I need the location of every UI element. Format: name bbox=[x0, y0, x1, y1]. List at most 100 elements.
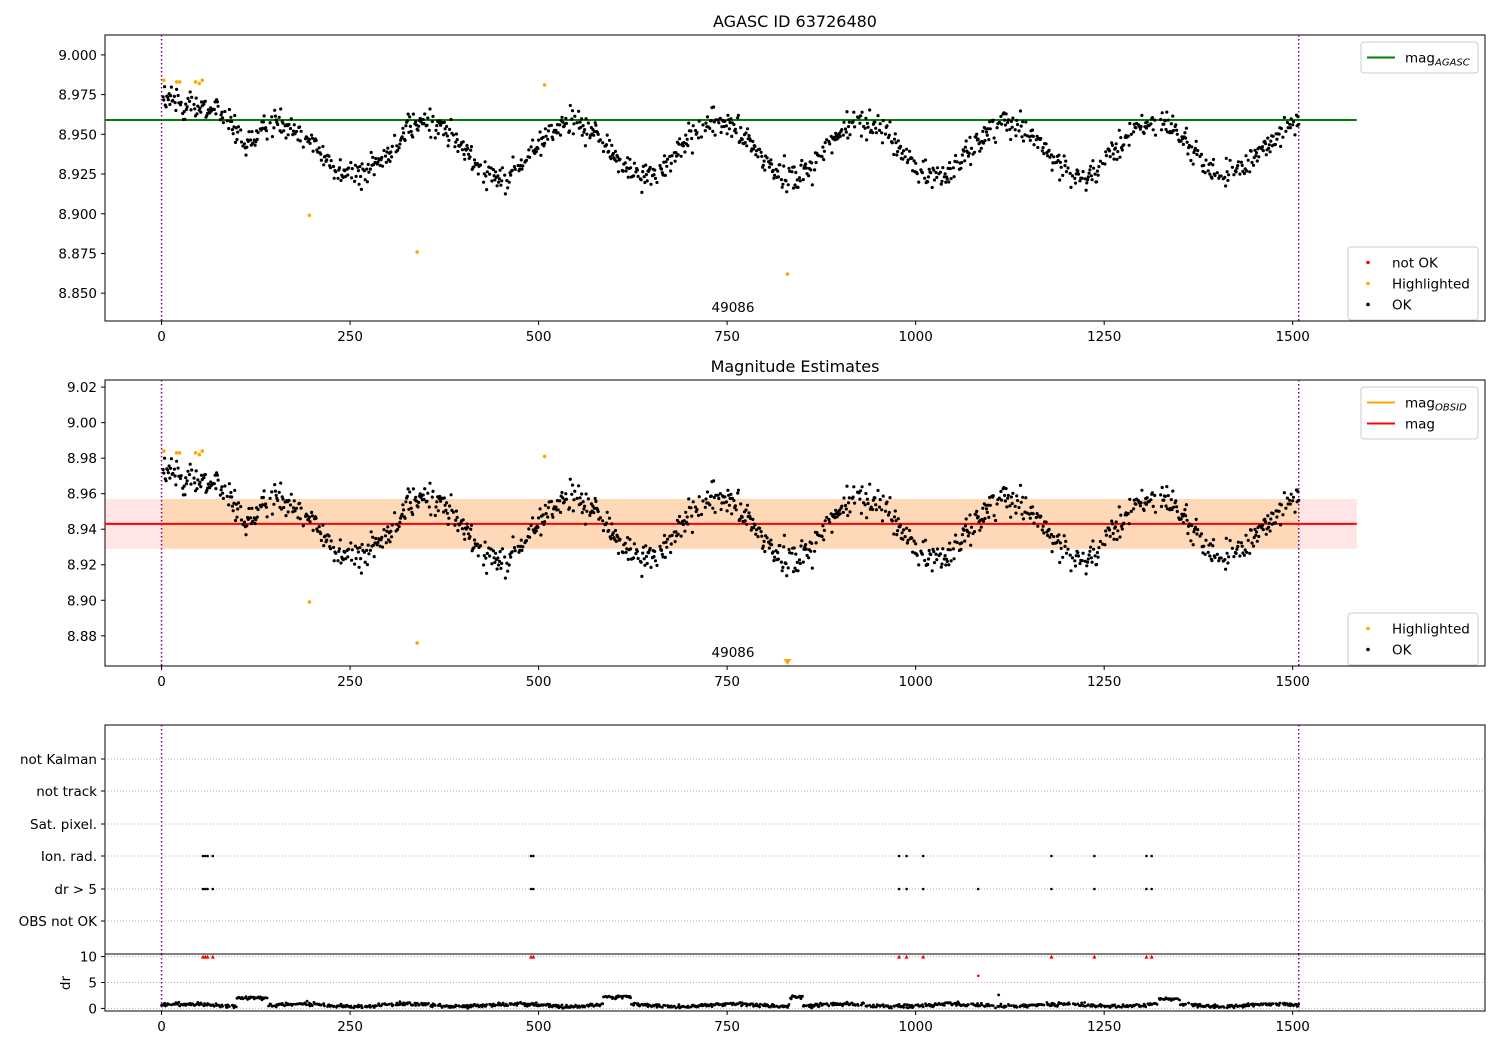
p2-ok-point bbox=[166, 468, 170, 472]
p2-ok-point bbox=[585, 509, 589, 513]
p2-ok-point bbox=[912, 539, 916, 543]
p1-ok-point bbox=[893, 132, 897, 136]
p2-ok-point bbox=[206, 482, 210, 486]
p1-ok-point bbox=[368, 167, 372, 171]
p2-ok-point bbox=[1142, 508, 1146, 512]
p1-ok-point bbox=[955, 160, 959, 164]
p1-ok-point bbox=[900, 151, 904, 155]
p2-ok-point bbox=[1203, 552, 1207, 557]
p1-ok-point bbox=[1181, 142, 1185, 146]
p2-ok-point bbox=[964, 517, 968, 521]
p2-ok-point bbox=[997, 496, 1002, 500]
p2-ok-point bbox=[573, 489, 577, 493]
p4-dr-point bbox=[305, 999, 309, 1003]
p2-ok-point bbox=[712, 479, 716, 483]
p1-ok-point bbox=[859, 134, 864, 138]
p1-highlighted-point bbox=[200, 78, 205, 83]
p1-ok-point bbox=[254, 140, 258, 144]
p1-ok-point bbox=[1021, 139, 1026, 143]
p1-ok-point bbox=[1169, 122, 1173, 126]
p1-ok-point bbox=[1206, 169, 1210, 173]
p4-dr-point bbox=[1295, 1005, 1299, 1008]
p1-ok-point bbox=[1120, 148, 1124, 152]
p1-ok-point bbox=[960, 153, 965, 157]
p2-ok-point bbox=[1035, 511, 1039, 516]
p4-xtick-label-0: 0 bbox=[157, 1019, 166, 1035]
p4-dr-point bbox=[381, 1002, 384, 1006]
p1-ok-point bbox=[442, 133, 446, 137]
p2-ok-point bbox=[366, 543, 370, 547]
p2-ok-point bbox=[538, 507, 542, 511]
p2-ok-point bbox=[1003, 493, 1007, 498]
p4-dr-point bbox=[789, 997, 793, 1001]
p1-ok-point bbox=[289, 117, 293, 121]
p2-ok-point bbox=[1184, 503, 1188, 507]
p2-ok-point bbox=[770, 543, 774, 547]
p1-ok-point bbox=[804, 166, 808, 170]
p2-ok-point bbox=[1088, 549, 1092, 553]
p1-ok-point bbox=[740, 137, 744, 141]
p2-ok-point bbox=[1181, 521, 1185, 525]
p4-dr-point bbox=[799, 997, 803, 1000]
p2-ok-point bbox=[529, 523, 533, 528]
p2-ok-point bbox=[663, 555, 667, 560]
p2-ok-point bbox=[1160, 485, 1164, 490]
p2-ok-point bbox=[561, 496, 565, 500]
p2-ok-point bbox=[353, 544, 357, 548]
p2-ok-point bbox=[319, 538, 323, 543]
p2-ok-point bbox=[917, 563, 921, 567]
p2-ok-point bbox=[1175, 505, 1179, 509]
p1-ok-point bbox=[445, 134, 449, 138]
p1-ok-point bbox=[184, 107, 188, 112]
p1-ok-point bbox=[349, 161, 353, 165]
panel-2-title: Magnitude Estimates bbox=[711, 357, 880, 376]
p1-ok-point bbox=[895, 153, 899, 157]
p2-ok-point bbox=[1192, 530, 1196, 534]
p1-ok-point bbox=[498, 168, 502, 172]
p1-ok-point bbox=[945, 177, 949, 181]
p2-ok-point bbox=[380, 545, 385, 549]
p2-ok-point bbox=[317, 525, 321, 529]
p1-ok-point bbox=[743, 141, 747, 145]
p2-ok-point bbox=[1068, 553, 1072, 557]
p2-ok-point bbox=[778, 543, 782, 548]
p3-flag-label-4: dr > 5 bbox=[54, 882, 97, 898]
p1-ok-point bbox=[1268, 150, 1272, 154]
p1-ok-point bbox=[196, 104, 200, 108]
p1-ok-point bbox=[920, 171, 925, 175]
p1-ok-point bbox=[1093, 172, 1097, 176]
p2-ok-point bbox=[842, 496, 846, 500]
p1-ok-point bbox=[429, 135, 433, 139]
p2-ok-point bbox=[981, 506, 985, 510]
p2-ok-point bbox=[311, 528, 315, 533]
p1-ok-point bbox=[607, 138, 612, 142]
p1-ok-point bbox=[845, 110, 849, 114]
p1-ok-point bbox=[284, 136, 288, 140]
p1-ok-point bbox=[1264, 142, 1268, 146]
p2-ok-point bbox=[888, 496, 892, 500]
p2-ok-point bbox=[374, 536, 378, 541]
p2-ok-point bbox=[660, 552, 664, 557]
p2-ok-point bbox=[1264, 532, 1268, 536]
p1-ok-point bbox=[1015, 122, 1020, 127]
p1-ok-point bbox=[624, 169, 628, 173]
p1-ok-point bbox=[1107, 149, 1112, 153]
p2-ok-point bbox=[751, 517, 755, 522]
p1-ok-point bbox=[760, 154, 764, 158]
p1-ok-point bbox=[1008, 127, 1012, 131]
p2-ok-point bbox=[1208, 542, 1213, 546]
p2-ok-point bbox=[845, 484, 849, 488]
p2-ok-point bbox=[776, 551, 780, 555]
p1-ok-point bbox=[539, 153, 543, 157]
p2-ok-point bbox=[1228, 538, 1232, 543]
p2-ok-point bbox=[1250, 541, 1254, 545]
p2-ok-point bbox=[256, 507, 260, 512]
p2-ok-point bbox=[1232, 555, 1236, 559]
p2-ok-point bbox=[1179, 517, 1183, 521]
p1-ok-point bbox=[585, 132, 589, 136]
p2-ok-point bbox=[262, 489, 266, 493]
p1-ok-point bbox=[596, 132, 600, 136]
p4-dr-point bbox=[375, 1004, 378, 1008]
p1-ok-point bbox=[629, 166, 633, 170]
p4-dr-point bbox=[978, 1004, 982, 1008]
